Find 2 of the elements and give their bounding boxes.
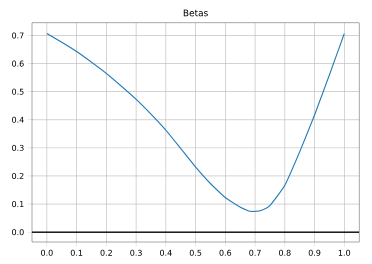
- line-series: [46, 32, 345, 212]
- chart-title: Betas: [184, 10, 208, 16]
